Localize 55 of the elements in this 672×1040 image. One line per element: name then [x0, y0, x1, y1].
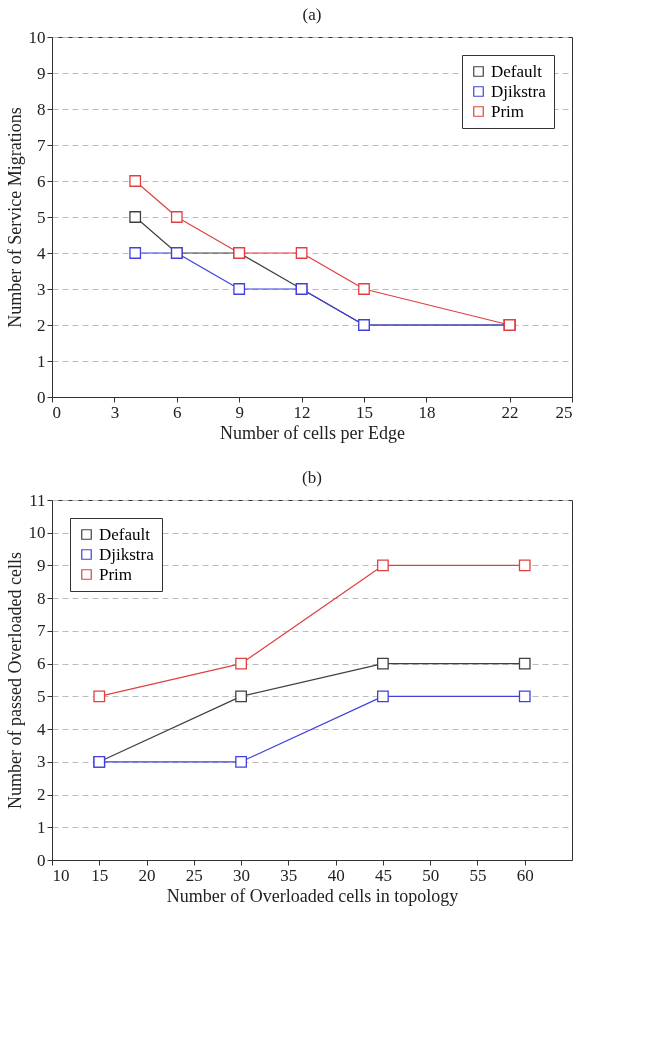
x-axis-title: Number of Overloaded cells in topology [166, 885, 459, 906]
legend-label: Prim [99, 564, 133, 584]
y-tick-label: 2 [37, 785, 46, 805]
legend-label: Prim [491, 101, 525, 121]
legend-label: Default [99, 524, 151, 544]
x-tick-label: 9 [235, 402, 244, 422]
y-tick-label: 0 [37, 850, 46, 870]
y-tick-label: 7 [37, 621, 46, 641]
y-tick-label: 8 [37, 99, 46, 119]
chart-title: (b) [302, 468, 322, 487]
x-tick-label: 55 [469, 865, 487, 885]
y-tick-label: 1 [37, 351, 46, 371]
x-tick-label: 25 [555, 402, 573, 422]
y-tick-label: 9 [37, 555, 46, 575]
y-tick-label: 7 [37, 135, 46, 155]
y-tick-label: 9 [37, 63, 46, 83]
y-tick-label: 1 [37, 817, 46, 837]
x-tick-label: 18 [418, 402, 436, 422]
y-tick-label: 10 [28, 27, 46, 47]
legend-label: Djikstra [99, 544, 155, 564]
y-tick-label: 3 [37, 752, 46, 772]
y-tick-label: 5 [37, 207, 46, 227]
y-tick-label: 2 [37, 315, 46, 335]
x-tick-label: 6 [173, 402, 182, 422]
x-tick-label: 30 [233, 865, 251, 885]
x-tick-label: 10 [52, 865, 70, 885]
x-tick-label: 22 [501, 402, 519, 422]
y-tick-label: 0 [37, 387, 46, 407]
x-tick-label: 50 [422, 865, 440, 885]
legend-label: Djikstra [491, 81, 547, 101]
x-tick-label: 45 [374, 865, 392, 885]
y-tick-label: 5 [37, 686, 46, 706]
y-tick-label: 3 [37, 279, 46, 299]
chart-title: (a) [302, 5, 322, 24]
y-axis-title: Number of Service Migrations [4, 107, 25, 328]
x-tick-label: 15 [356, 402, 373, 422]
x-tick-label: 20 [138, 865, 156, 885]
y-tick-label: 6 [37, 654, 46, 674]
x-tick-label: 12 [293, 402, 311, 422]
y-axis-title: Number of passed Overloaded cells [4, 552, 25, 809]
x-tick-label: 35 [280, 865, 298, 885]
y-tick-label: 10 [28, 523, 46, 543]
y-tick-label: 8 [37, 588, 46, 608]
x-tick-label: 60 [516, 865, 534, 885]
legend-label: Default [491, 61, 543, 81]
y-tick-label: 4 [37, 243, 46, 263]
y-tick-label: 4 [37, 719, 46, 739]
x-tick-label: 40 [327, 865, 345, 885]
x-tick-label: 15 [91, 865, 109, 885]
y-tick-label: 11 [29, 490, 46, 510]
x-axis-title: Number of cells per Edge [220, 422, 405, 443]
y-tick-label: 6 [37, 171, 46, 191]
x-tick-label: 25 [185, 865, 203, 885]
x-tick-label: 3 [110, 402, 120, 422]
x-tick-label: 0 [52, 402, 61, 422]
